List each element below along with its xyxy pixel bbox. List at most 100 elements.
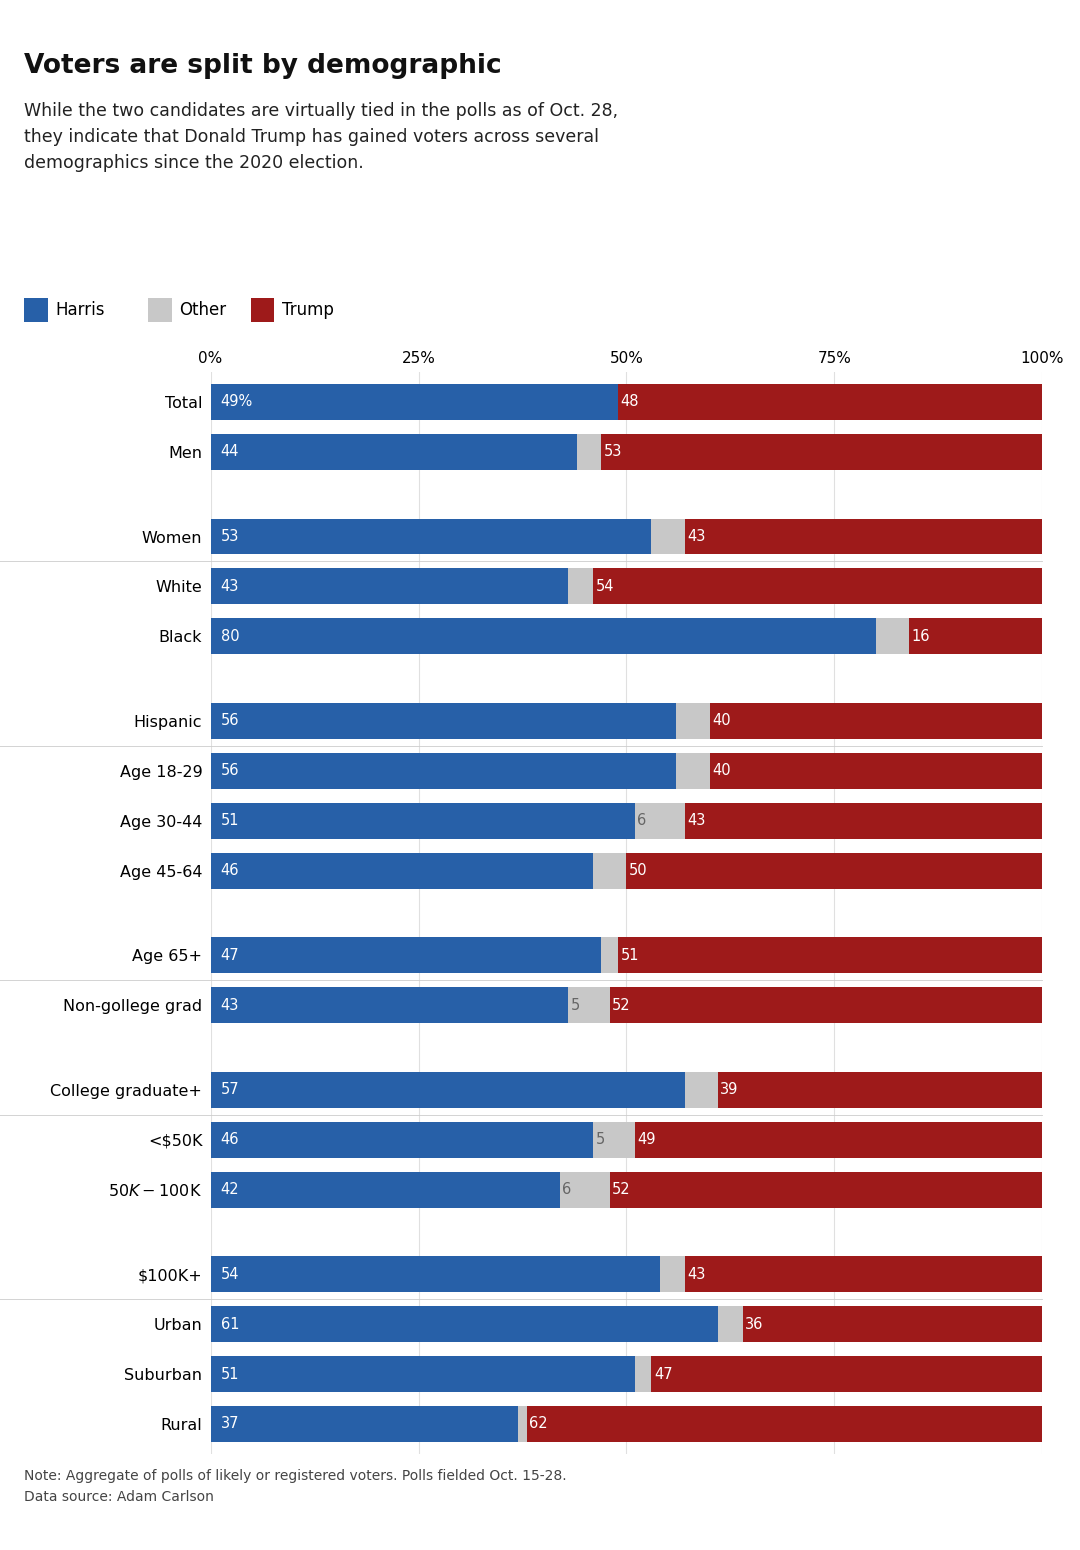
Bar	[635, 1122, 1042, 1158]
Bar	[211, 1307, 718, 1342]
Text: 54: 54	[596, 578, 615, 594]
Bar	[211, 1073, 685, 1108]
Text: 5: 5	[570, 998, 580, 1012]
Bar	[635, 1356, 651, 1392]
Bar	[211, 384, 618, 420]
Text: Voters are split by demographic: Voters are split by demographic	[24, 53, 501, 79]
Text: 47: 47	[653, 1367, 673, 1381]
Bar	[593, 569, 1042, 604]
Text: 51: 51	[220, 814, 239, 828]
Bar	[635, 803, 685, 839]
Bar	[211, 938, 602, 973]
Text: 49: 49	[637, 1133, 656, 1147]
Text: Note: Aggregate of polls of likely or registered voters. Polls fielded Oct. 15-2: Note: Aggregate of polls of likely or re…	[24, 1469, 566, 1504]
Bar	[518, 1406, 527, 1442]
Bar	[685, 1257, 1042, 1293]
Text: 16: 16	[912, 629, 930, 643]
Bar	[676, 704, 710, 739]
Bar	[618, 384, 1017, 420]
Text: 5: 5	[596, 1133, 605, 1147]
Bar	[211, 753, 676, 789]
Bar	[909, 618, 1042, 654]
Bar	[211, 1172, 559, 1207]
Text: 53: 53	[604, 445, 622, 459]
Text: 6: 6	[563, 1183, 571, 1197]
Text: 43: 43	[220, 578, 239, 594]
Bar	[676, 753, 710, 789]
Text: 6: 6	[637, 814, 647, 828]
Bar	[211, 519, 651, 555]
Text: 43: 43	[687, 1266, 705, 1282]
Bar	[211, 569, 568, 604]
Bar	[211, 1122, 593, 1158]
Text: 42: 42	[220, 1183, 239, 1197]
Bar	[568, 987, 610, 1023]
Bar	[211, 1356, 635, 1392]
Text: 37: 37	[220, 1417, 239, 1432]
Text: 36: 36	[745, 1318, 764, 1331]
Bar	[876, 618, 909, 654]
Text: 56: 56	[220, 713, 239, 728]
Text: 53: 53	[220, 529, 239, 544]
Text: 40: 40	[712, 713, 731, 728]
Bar	[568, 569, 593, 604]
Bar	[710, 753, 1042, 789]
Bar	[618, 938, 1042, 973]
Text: 43: 43	[220, 998, 239, 1012]
Text: 49%: 49%	[220, 394, 253, 409]
Text: 51: 51	[621, 949, 639, 963]
Text: 56: 56	[220, 763, 239, 778]
Bar	[1017, 384, 1042, 420]
Text: 62: 62	[529, 1417, 548, 1432]
Text: 43: 43	[687, 529, 705, 544]
Bar	[211, 1257, 660, 1293]
Bar	[610, 1172, 1042, 1207]
Text: 43: 43	[687, 814, 705, 828]
Bar	[685, 1073, 718, 1108]
Text: While the two candidates are virtually tied in the polls as of Oct. 28,
they ind: While the two candidates are virtually t…	[24, 102, 618, 172]
Text: 51: 51	[220, 1367, 239, 1381]
Text: 50: 50	[629, 863, 648, 877]
Text: 40: 40	[712, 763, 731, 778]
Bar	[577, 434, 602, 470]
Bar	[743, 1307, 1042, 1342]
Text: 47: 47	[220, 949, 239, 963]
Text: 44: 44	[220, 445, 239, 459]
Text: Trump: Trump	[282, 301, 334, 319]
Text: Other: Other	[179, 301, 227, 319]
Bar	[593, 853, 626, 888]
Bar	[651, 519, 685, 555]
Text: 39: 39	[720, 1082, 739, 1097]
Bar	[211, 853, 593, 888]
Bar	[211, 434, 577, 470]
Bar	[685, 803, 1042, 839]
Bar	[602, 434, 1042, 470]
Text: 57: 57	[220, 1082, 239, 1097]
Text: 52: 52	[612, 1183, 631, 1197]
Bar	[211, 987, 568, 1023]
Bar	[527, 1406, 1042, 1442]
Bar	[651, 1356, 1042, 1392]
Text: 61: 61	[220, 1318, 239, 1331]
Bar	[718, 1307, 743, 1342]
Bar	[559, 1172, 610, 1207]
Bar	[718, 1073, 1042, 1108]
Bar	[211, 803, 635, 839]
Bar	[610, 987, 1042, 1023]
Bar	[710, 704, 1042, 739]
Text: 80: 80	[220, 629, 239, 643]
Text: Harris: Harris	[55, 301, 105, 319]
Bar	[626, 853, 1042, 888]
Text: 46: 46	[220, 1133, 239, 1147]
Bar	[211, 1406, 518, 1442]
Bar	[602, 938, 618, 973]
Text: 52: 52	[612, 998, 631, 1012]
Bar	[211, 704, 676, 739]
Bar	[660, 1257, 685, 1293]
Text: 48: 48	[621, 394, 639, 409]
Bar	[685, 519, 1042, 555]
Text: 54: 54	[220, 1266, 239, 1282]
Text: 46: 46	[220, 863, 239, 877]
Bar	[211, 618, 876, 654]
Bar	[593, 1122, 635, 1158]
